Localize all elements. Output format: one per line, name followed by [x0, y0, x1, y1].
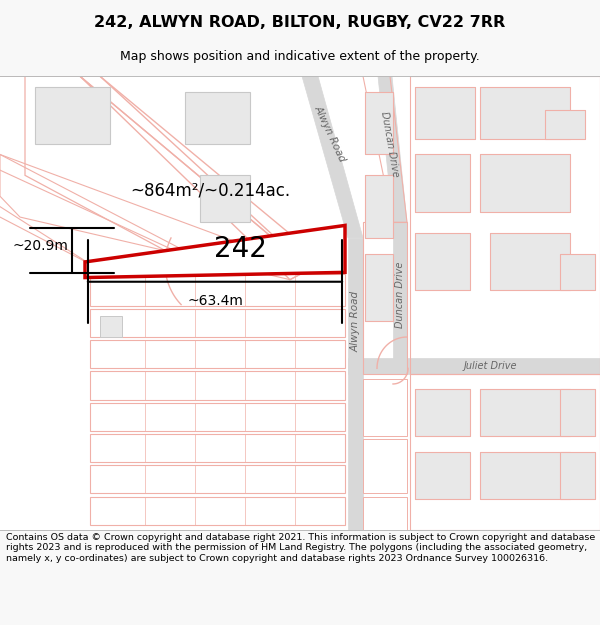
- Bar: [415, 232, 470, 290]
- Text: Alwyn Road: Alwyn Road: [351, 291, 361, 352]
- Bar: [545, 109, 585, 139]
- Bar: [90, 340, 345, 368]
- Text: ~864m²/~0.214ac.: ~864m²/~0.214ac.: [130, 182, 290, 200]
- Bar: [480, 154, 570, 212]
- Text: Contains OS data © Crown copyright and database right 2021. This information is : Contains OS data © Crown copyright and d…: [6, 533, 595, 563]
- Bar: [90, 466, 345, 494]
- Bar: [365, 92, 393, 154]
- Bar: [35, 87, 110, 144]
- Bar: [90, 274, 345, 306]
- Bar: [480, 87, 570, 139]
- Bar: [363, 379, 407, 436]
- Polygon shape: [85, 226, 345, 278]
- Bar: [490, 232, 570, 290]
- Bar: [185, 92, 250, 144]
- Polygon shape: [378, 76, 407, 222]
- Bar: [100, 316, 122, 337]
- Bar: [90, 402, 345, 431]
- Text: ~20.9m: ~20.9m: [12, 239, 68, 253]
- Bar: [560, 254, 595, 290]
- Text: Map shows position and indicative extent of the property.: Map shows position and indicative extent…: [120, 50, 480, 63]
- Polygon shape: [393, 222, 407, 368]
- Polygon shape: [348, 238, 363, 530]
- Bar: [415, 389, 470, 436]
- Text: Juliet Drive: Juliet Drive: [463, 361, 517, 371]
- Bar: [560, 452, 595, 499]
- Bar: [365, 254, 393, 321]
- Bar: [415, 87, 475, 139]
- Polygon shape: [302, 76, 363, 238]
- Bar: [560, 389, 595, 436]
- Bar: [363, 497, 407, 530]
- Text: ~63.4m: ~63.4m: [187, 294, 243, 308]
- Bar: [480, 452, 570, 499]
- Bar: [90, 434, 345, 462]
- Text: Duncan Drive: Duncan Drive: [379, 111, 401, 178]
- Text: 242, ALWYN ROAD, BILTON, RUGBY, CV22 7RR: 242, ALWYN ROAD, BILTON, RUGBY, CV22 7RR: [94, 16, 506, 31]
- Polygon shape: [348, 358, 600, 374]
- Bar: [90, 371, 345, 399]
- Text: 242: 242: [214, 236, 266, 263]
- Bar: [200, 176, 250, 222]
- Bar: [365, 176, 393, 238]
- Bar: [90, 309, 345, 337]
- Bar: [415, 452, 470, 499]
- Bar: [363, 439, 407, 494]
- Bar: [480, 389, 570, 436]
- Text: Alwyn Road: Alwyn Road: [313, 104, 347, 163]
- Text: Duncan Drive: Duncan Drive: [395, 262, 405, 329]
- Bar: [90, 497, 345, 525]
- Bar: [415, 154, 470, 212]
